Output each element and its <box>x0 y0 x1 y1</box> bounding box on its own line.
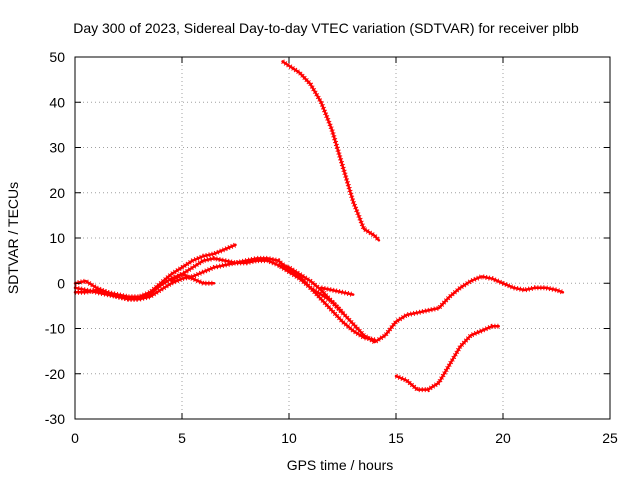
grid <box>75 57 610 419</box>
y-tick-label: -20 <box>45 366 65 382</box>
x-tick-label: 15 <box>388 430 404 446</box>
series-line-trace-g <box>281 60 381 242</box>
series-layer <box>73 59 565 393</box>
y-tick-label: 40 <box>49 94 65 110</box>
x-tick-label: 10 <box>281 430 297 446</box>
series-line-trace-c <box>73 272 216 301</box>
series-markers-trace-f <box>320 285 354 298</box>
y-tick-label: 0 <box>57 275 65 291</box>
x-tick-label: 0 <box>71 430 79 446</box>
series-line-trace-d <box>170 257 376 342</box>
x-axis-label: GPS time / hours <box>287 457 394 473</box>
x-tick-label: 25 <box>602 430 618 446</box>
x-tick-label: 20 <box>495 430 511 446</box>
series-markers-trace-e <box>277 262 345 315</box>
series-markers-trace-g <box>281 59 381 243</box>
ticks: 0 5 10 15 20 25 -30 -20 -10 0 10 20 30 40 50 <box>45 49 618 446</box>
series-markers-trace-d <box>169 255 376 343</box>
y-tick-label: -10 <box>45 321 65 337</box>
series-markers-trace-a <box>74 258 564 346</box>
y-tick-label: 10 <box>49 230 65 246</box>
y-tick-label: -30 <box>45 411 65 427</box>
series-line-trace-h <box>394 324 500 391</box>
x-tick-label: 5 <box>178 430 186 446</box>
series-markers-trace-h <box>395 323 499 393</box>
y-axis-label: SDTVAR / TECUs <box>5 182 21 294</box>
y-tick-label: 50 <box>49 49 65 65</box>
y-tick-label: 20 <box>49 185 65 201</box>
chart-title: Day 300 of 2023, Sidereal Day-to-day VTE… <box>73 20 579 36</box>
y-tick-label: 30 <box>49 140 65 156</box>
